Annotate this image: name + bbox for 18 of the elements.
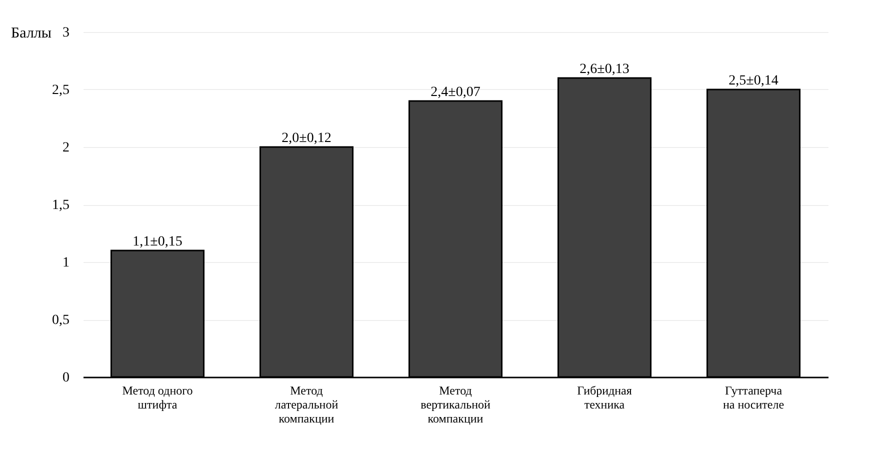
y-tick-label: 1,5 bbox=[52, 198, 70, 213]
data-label: 1,1±0,15 bbox=[132, 234, 182, 250]
y-tick-label: 2,5 bbox=[52, 83, 70, 98]
x-tick-label: Метод латеральной компакции bbox=[274, 384, 339, 426]
x-tick-label: Метод одного штифта bbox=[122, 384, 193, 412]
y-tick-label: 1 bbox=[62, 256, 70, 270]
x-tick-label: Гуттаперча на носителе bbox=[722, 384, 784, 412]
y-tick-label: 2 bbox=[62, 140, 70, 156]
x-tick-label: Метод вертикальной компакции bbox=[420, 384, 491, 426]
data-label: 2,6±0,13 bbox=[580, 62, 630, 77]
data-label: 2,0±0,12 bbox=[282, 131, 332, 146]
y-tick-label: 0 bbox=[62, 370, 70, 386]
x-tick-label: Гибридная техника bbox=[577, 384, 632, 412]
data-label: 2,4±0,07 bbox=[430, 85, 480, 100]
data-label: 2,5±0,14 bbox=[728, 74, 778, 88]
y-axis-title: Баллы bbox=[11, 26, 52, 42]
y-tick-label: 3 bbox=[62, 26, 70, 40]
y-tick-label: 0,5 bbox=[52, 313, 70, 328]
